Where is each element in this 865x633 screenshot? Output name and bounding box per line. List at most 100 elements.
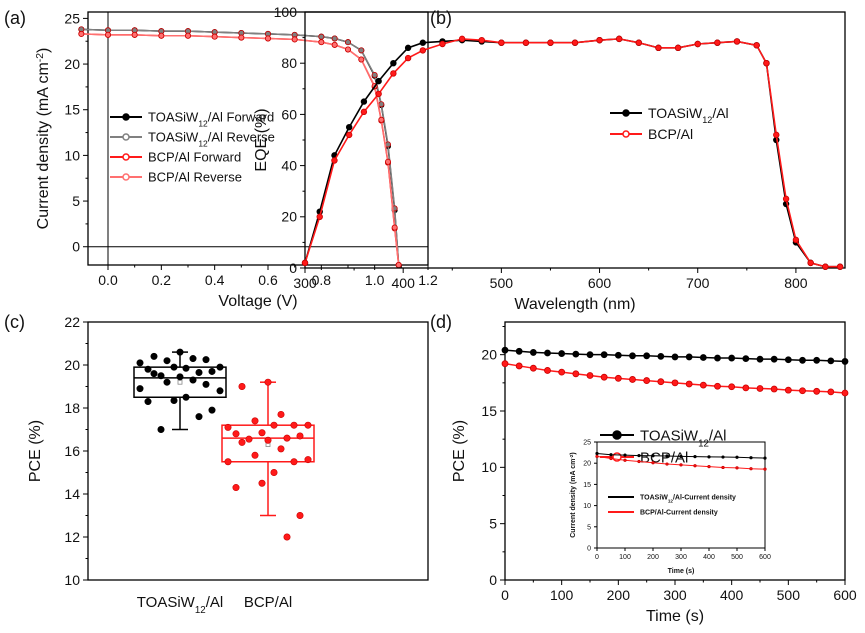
data-point-1: [685, 380, 693, 388]
data-point-3: [184, 32, 191, 39]
data-point-0: [637, 453, 641, 458]
data-point-1: [728, 383, 736, 391]
panel-1: 0 20 40 60 80 100 300 400 500 600 700 800 Wavelength…: [253, 4, 846, 313]
data-point-3: [291, 36, 298, 43]
y-tick-label: 20: [481, 347, 497, 363]
data-point-3: [391, 224, 398, 231]
data-point: [144, 398, 152, 406]
x-tick-label: 300: [293, 275, 317, 291]
data-point: [264, 436, 272, 444]
data-point: [163, 378, 171, 386]
text-part: TOASiW: [137, 594, 196, 611]
legend-entry: BCP/Al-Current density: [640, 509, 718, 516]
data-point-1: [643, 377, 651, 384]
data-point-0: [651, 454, 655, 458]
data-point: [157, 372, 165, 380]
x-tick-label: 600: [759, 554, 771, 561]
data-point-3: [331, 41, 338, 48]
text-part: ): [570, 452, 577, 454]
y-tick-label: 12: [64, 529, 80, 545]
data-point: [189, 355, 197, 363]
x-axis-label: Voltage (V): [218, 293, 297, 310]
legend-entry: BCP/Al: [648, 126, 693, 142]
data-point-1: [707, 464, 711, 469]
data-point-1: [763, 60, 770, 67]
plot-frame: [87, 11, 429, 266]
x-tick-label: 700: [686, 275, 710, 291]
data-point-1: [515, 362, 523, 370]
x-tick-label: 0.0: [98, 272, 118, 288]
data-point-0: [529, 349, 537, 356]
x-category-label: BCP/Al: [244, 594, 292, 611]
data-point-0: [623, 453, 627, 457]
legend-entry: TOASiW12/Al Forward: [148, 110, 274, 129]
data-point-1: [600, 373, 608, 381]
x-axis-label: Time (s): [668, 568, 695, 575]
data-point-0: [404, 44, 412, 52]
legend-marker: [612, 430, 622, 440]
mean-marker: [177, 379, 183, 385]
data-point: [251, 451, 259, 459]
y-tick-label: 14: [64, 486, 80, 502]
x-tick-label: 300: [675, 554, 687, 561]
y-axis-label: Current density (mA cm-2): [35, 48, 53, 230]
data-point-1: [693, 464, 697, 468]
data-point-1: [753, 42, 760, 49]
x-tick-label: 0.4: [205, 272, 225, 288]
x-tick-label: 0.8: [312, 272, 332, 288]
data-point: [182, 364, 190, 372]
y-tick-label: 60: [281, 106, 297, 122]
data-point-1: [784, 386, 792, 394]
data-point-1: [841, 389, 849, 397]
legend-entry: BCP/Al Reverse: [148, 170, 242, 185]
x-tick-label: 100: [550, 587, 574, 603]
data-point-0: [544, 349, 551, 357]
x-axis-label: Time (s): [646, 608, 704, 625]
data-point-0: [345, 123, 353, 131]
data-point: [251, 417, 259, 425]
data-point: [245, 435, 253, 443]
data-point-1: [371, 72, 378, 79]
subscript: 12: [702, 115, 712, 125]
data-point-1: [792, 236, 800, 244]
data-point-1: [301, 259, 309, 267]
text-part: TOASiW: [148, 110, 199, 125]
data-point: [195, 413, 203, 421]
x-axis-label: Wavelength (nm): [514, 296, 635, 313]
x-tick-label: 300: [663, 587, 687, 603]
subscript: 12: [195, 605, 206, 616]
y-tick-label: 20: [64, 357, 80, 373]
data-point-3: [211, 33, 218, 40]
data-point: [189, 376, 197, 384]
data-point-3: [344, 46, 351, 53]
data-point-1: [318, 33, 325, 40]
y-tick-label: 15: [481, 403, 497, 419]
data-point-1: [807, 259, 814, 267]
data-point-1: [331, 35, 338, 42]
data-point-0: [609, 453, 613, 457]
text-part: /Al Reverse: [208, 130, 275, 145]
data-point-1: [813, 387, 821, 395]
data-point-0: [515, 347, 523, 355]
legend-entry: TOASiW12/Al-Current density: [640, 494, 736, 503]
data-point-1: [558, 368, 566, 376]
data-point-1: [733, 38, 741, 45]
x-tick-label: 200: [607, 587, 631, 603]
y-axis-label: PCE (%): [27, 420, 44, 482]
data-point-1: [478, 36, 485, 44]
y-tick-label: 0: [587, 545, 591, 552]
x-tick-label: 1.2: [418, 272, 438, 288]
data-point-1: [742, 384, 750, 392]
data-point-0: [784, 356, 792, 364]
data-point: [283, 434, 291, 442]
data-point-1: [694, 40, 701, 48]
x-tick-label: 500: [490, 275, 514, 291]
legend-marker: [122, 173, 130, 181]
data-point-0: [827, 357, 835, 365]
data-point-0: [360, 98, 368, 105]
data-point-1: [316, 213, 323, 220]
data-point-1: [614, 374, 622, 382]
legend-entry: BCP/Al Forward: [148, 150, 241, 165]
data-point: [195, 369, 203, 377]
